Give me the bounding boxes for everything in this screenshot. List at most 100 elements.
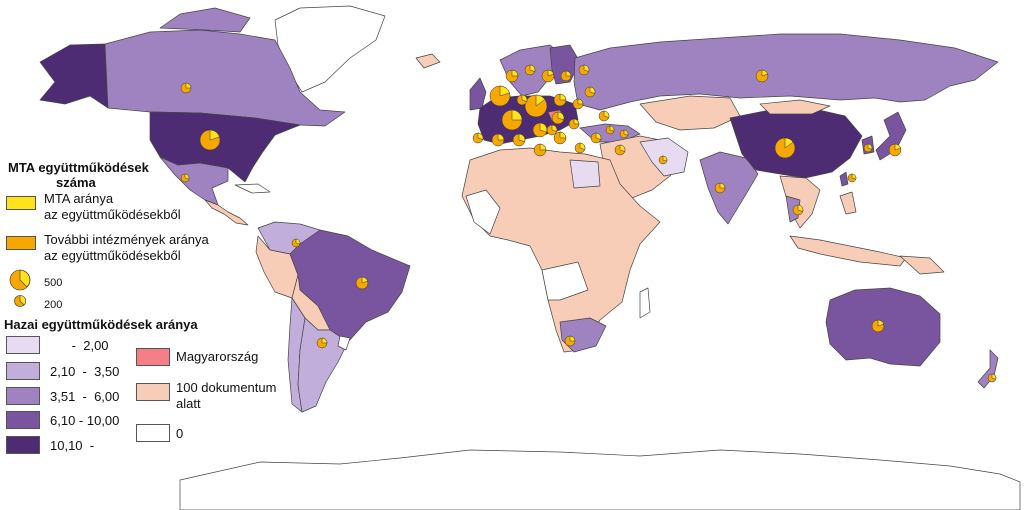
country-argentina — [297, 317, 349, 413]
pie-marker-mta-slice — [877, 319, 885, 327]
country-uk — [469, 77, 487, 111]
country-new-zealand — [977, 349, 999, 389]
country-iceland — [415, 53, 441, 69]
legend-class-swatch — [6, 411, 40, 429]
pie-marker-mta-slice — [894, 143, 902, 151]
pie-marker-mta-slice — [518, 133, 526, 143]
legend-class-swatch — [6, 387, 40, 405]
pie-marker-mta-slice — [499, 85, 510, 97]
legend-title-line1: MTA együttműködések — [8, 160, 149, 175]
legend-swatch-zero — [136, 424, 170, 442]
country-taiwan — [839, 171, 849, 187]
pie-marker-mta-slice — [551, 124, 558, 132]
legend-size-large: 500 — [44, 277, 63, 289]
legend-swatch-under100 — [136, 383, 170, 401]
pie-marker-mta-slice — [209, 129, 220, 141]
region-caribbean — [234, 183, 271, 194]
pie-marker-mta-slice — [559, 93, 567, 101]
pie-marker-mta-slice — [321, 337, 328, 344]
legend-class-swatch — [6, 436, 40, 454]
legend-class-label: 2,10 - 3,50 — [50, 364, 120, 379]
region-west-africa — [465, 189, 501, 235]
pie-marker-mta-slice — [609, 125, 615, 132]
country-russia — [573, 33, 999, 111]
pie-marker-mta-slice — [603, 110, 610, 118]
legend-pie-small — [14, 295, 26, 307]
region-central-africa — [541, 261, 589, 301]
pie-marker-mta-slice — [295, 238, 301, 245]
legend-hungary: Magyarország — [176, 349, 259, 364]
pie-marker-mta-slice — [569, 335, 576, 342]
pie-marker-mta-slice — [589, 86, 596, 94]
pie-marker-mta-slice — [184, 173, 190, 180]
pie-marker-mta-slice — [573, 118, 580, 125]
legend-under100-line1: 100 dokumentum — [176, 380, 277, 395]
pie-marker-mta-slice — [577, 98, 584, 105]
country-japan — [875, 111, 907, 161]
pie-marker-mta-slice — [662, 155, 668, 162]
pie-marker-mta-slice — [784, 137, 794, 149]
pie-marker-mta-slice — [529, 64, 536, 72]
pie-marker-mta-slice — [539, 122, 548, 133]
pie-marker-mta-slice — [851, 173, 857, 180]
pie-marker-mta-slice — [511, 69, 519, 77]
pie-marker-mta-slice — [761, 69, 769, 77]
pie-marker-mta-slice — [477, 132, 484, 140]
legend-swatch-hungary — [136, 348, 170, 366]
legend-class-label: 6,10 - 10,00 — [50, 413, 120, 428]
legend-other-line2: az együttműködésekből — [44, 248, 181, 263]
legend-class-label: 10,10 - — [50, 438, 95, 453]
country-madagascar — [639, 287, 651, 319]
legend-mta-line2: az együttműködésekből — [44, 207, 181, 222]
pie-marker-mta-slice — [797, 204, 804, 212]
pie-marker-mta-slice — [521, 94, 528, 102]
legend-class-swatch — [6, 362, 40, 380]
country-finland — [549, 44, 581, 85]
pie-marker-mta-slice — [565, 70, 572, 77]
country-egypt — [569, 159, 601, 189]
pie-marker-mta-slice — [547, 69, 555, 77]
pie-marker-mta-slice — [559, 131, 567, 139]
pie-marker-mta-slice — [991, 373, 997, 380]
pie-marker-mta-slice — [623, 129, 629, 136]
legend-domestic-title: Hazai együttműködések aránya — [4, 317, 198, 332]
country-indonesia — [789, 235, 907, 267]
country-india — [699, 151, 759, 225]
region-africa — [461, 147, 661, 353]
country-mexico — [159, 156, 229, 206]
pie-marker-mta-slice — [557, 111, 565, 121]
country-alaska — [39, 43, 109, 109]
pie-marker-mta-slice — [511, 109, 523, 121]
region-antarctica — [179, 449, 1021, 510]
pie-marker-mta-slice — [619, 144, 626, 152]
country-philippines — [839, 191, 857, 215]
region-papua — [899, 255, 945, 275]
pie-marker-mta-slice — [539, 143, 547, 151]
legend-title-line2: száma — [56, 175, 96, 190]
pie-marker-mta-slice — [535, 94, 546, 107]
pie-markers — [180, 64, 997, 383]
region-central-america — [204, 199, 249, 226]
legend-swatch-mta — [6, 196, 36, 210]
legend-mta-line1: MTA aránya — [44, 191, 114, 206]
pie-marker-mta-slice — [595, 132, 602, 140]
legend-class-swatch — [6, 336, 40, 354]
pie-marker-mta-slice — [867, 143, 873, 150]
legend-zero: 0 — [176, 426, 184, 441]
pie-marker-mta-slice — [361, 276, 369, 284]
country-kazakhstan — [639, 95, 741, 131]
pie-marker-mta-slice — [719, 182, 726, 189]
legend-class-label: - 2,00 — [50, 338, 109, 353]
legend-swatch-other — [6, 236, 36, 250]
country-uruguay — [337, 335, 351, 351]
pie-marker-mta-slice — [579, 142, 586, 150]
region-arctic-islands — [159, 7, 251, 33]
legend-other-line1: További intézmények aránya — [44, 232, 209, 247]
legend-size-small: 200 — [44, 299, 63, 311]
legend-under100-line2: alatt — [176, 396, 201, 411]
pie-marker-mta-slice — [497, 133, 505, 141]
pie-marker-mta-slice — [185, 82, 192, 89]
legend-class-label: 3,51 - 6,00 — [50, 389, 120, 404]
